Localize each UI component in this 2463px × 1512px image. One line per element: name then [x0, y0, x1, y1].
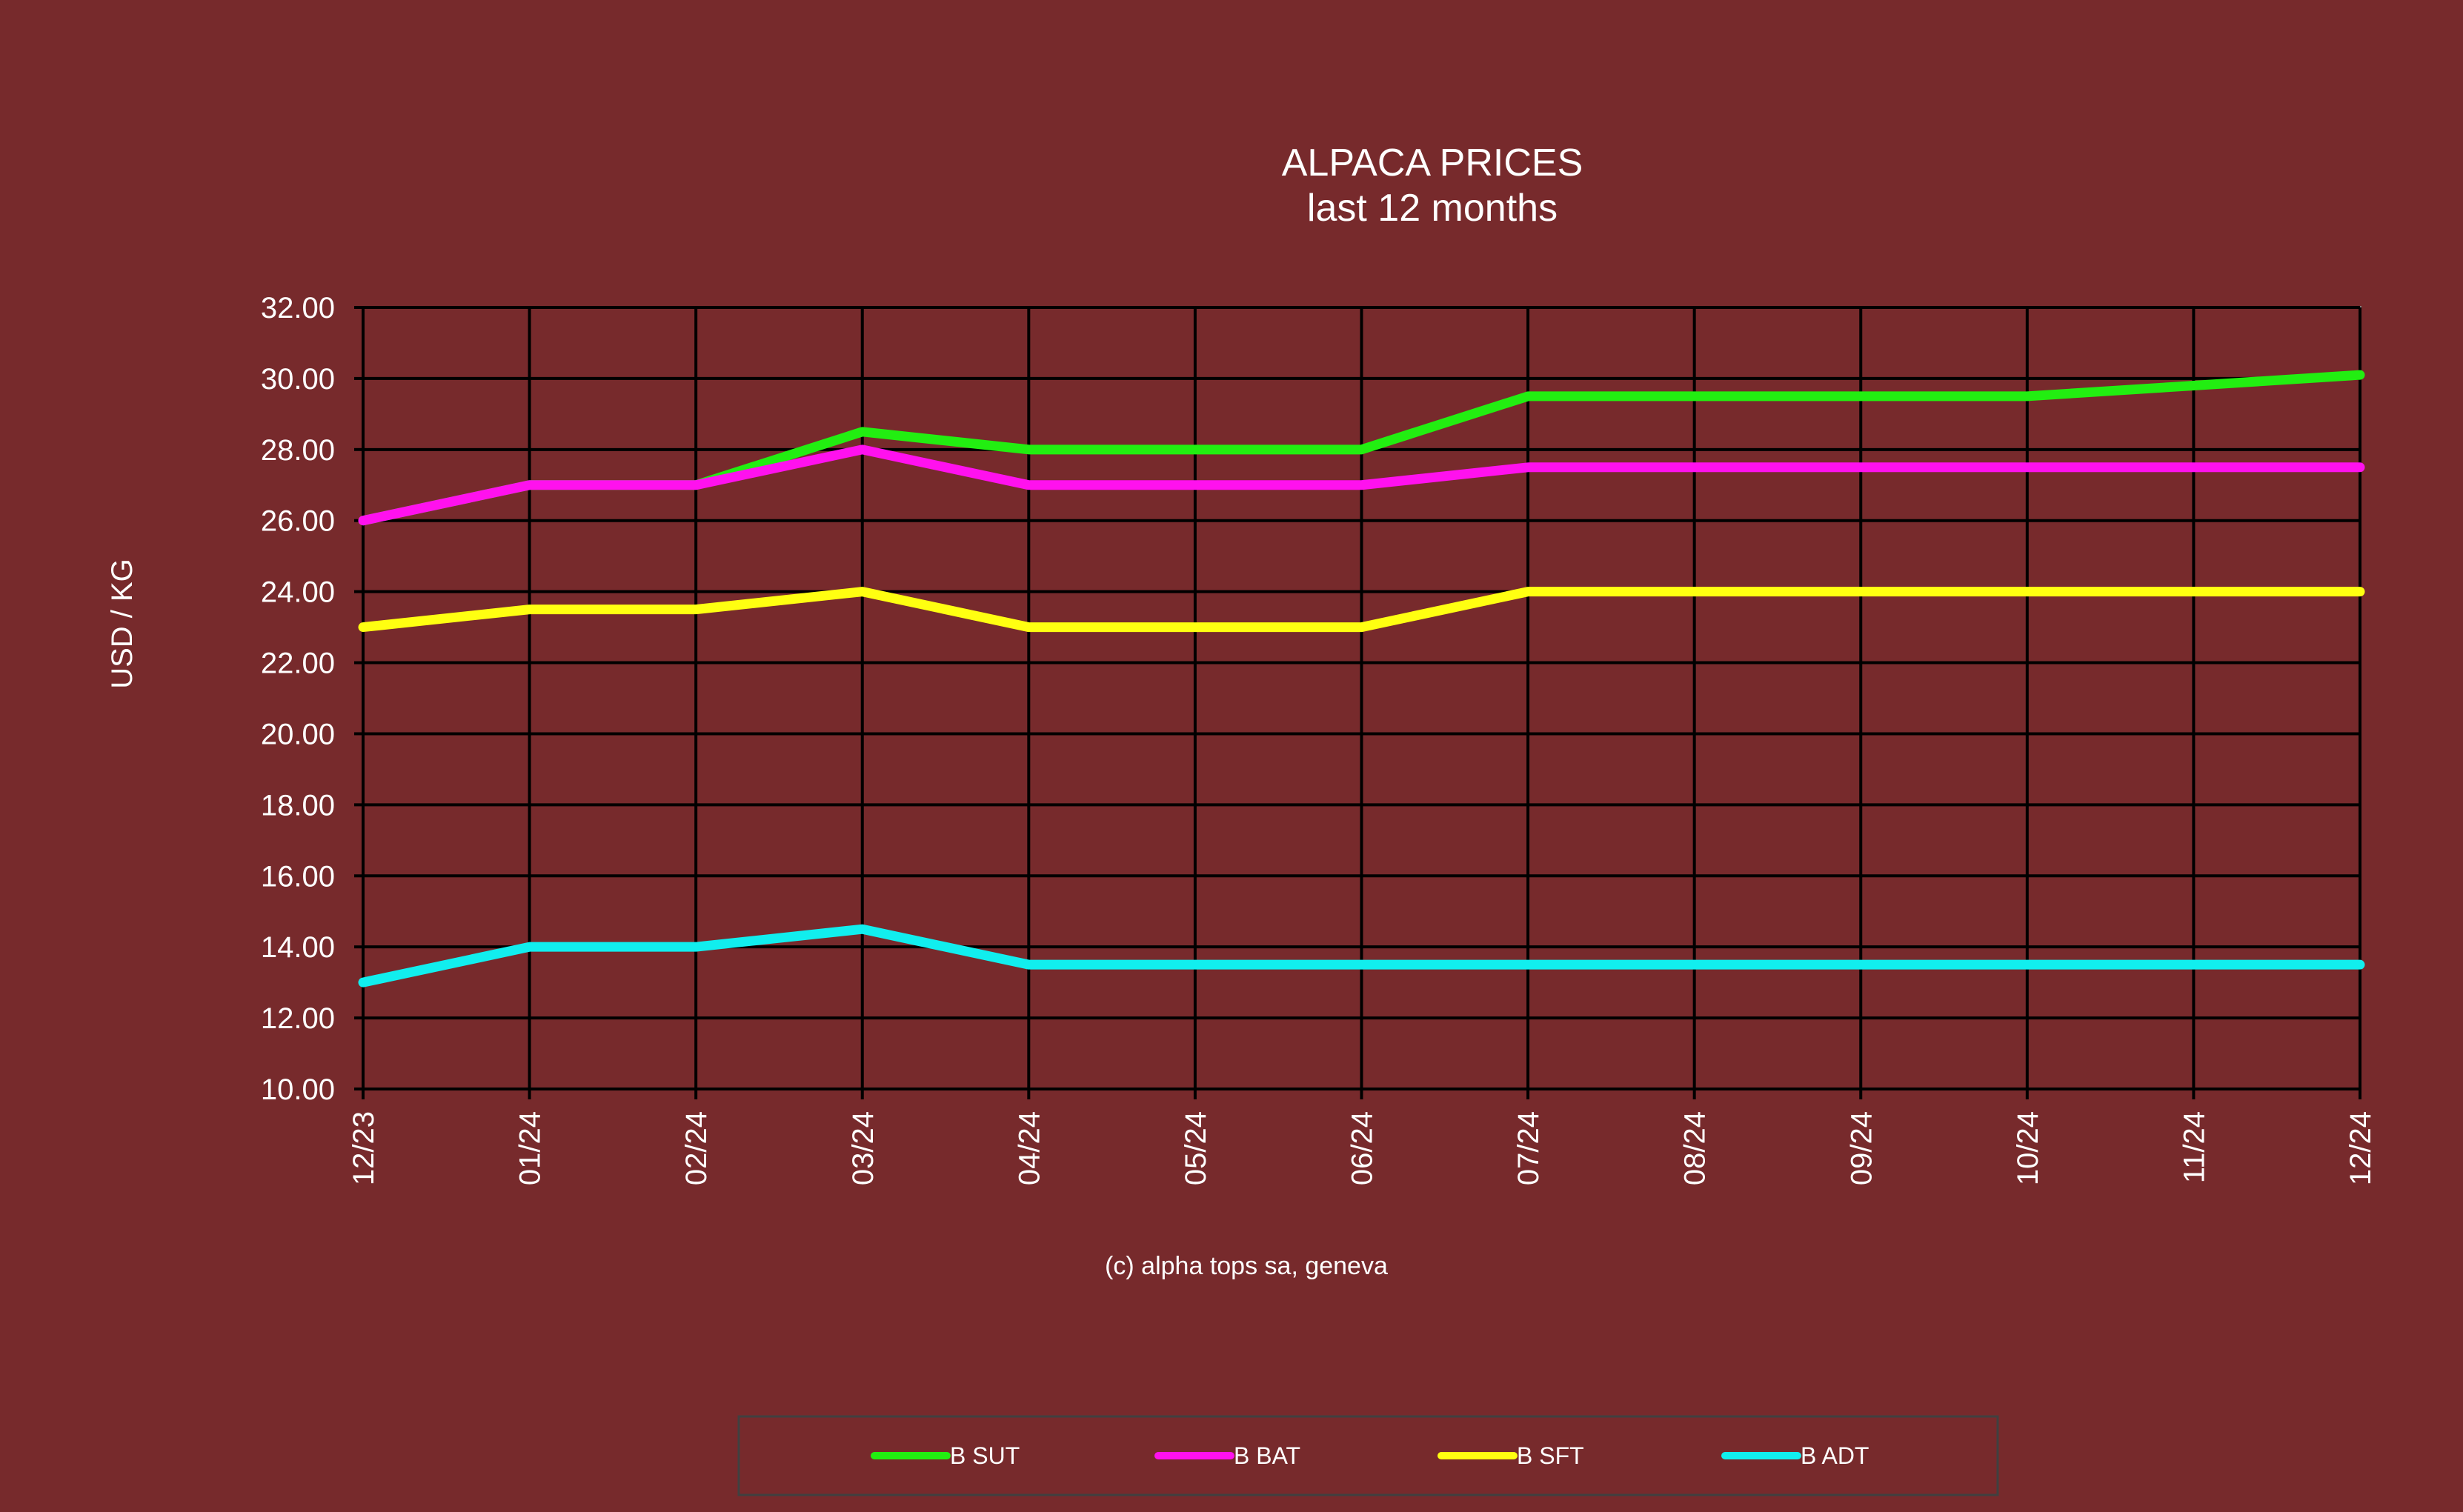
- x-tick-label: 01/24: [514, 1111, 547, 1185]
- y-tick-label: 12.00: [261, 1002, 335, 1035]
- y-tick-label: 32.00: [261, 292, 335, 324]
- x-tick-label: 11/24: [2178, 1111, 2210, 1183]
- x-tick-label: 12/23: [348, 1111, 380, 1185]
- legend: B SUT B BAT B SFT B ADT: [871, 1442, 1869, 1469]
- x-tick-label: 12/24: [2344, 1111, 2377, 1185]
- x-axis-ticks: 12/23 01/24 02/24 03/24 04/24 05/24 06/24 07/24…: [348, 1089, 2377, 1185]
- y-tick-label: 14.00: [261, 931, 335, 964]
- copyright-text: (c) alpha tops sa, geneva: [1105, 1252, 1388, 1280]
- chart-title: ALPACA PRICES: [1282, 141, 1583, 184]
- y-axis-label: USD / KG: [106, 559, 139, 689]
- legend-box: [737, 1415, 1999, 1496]
- y-axis-ticks: 10.00 12.00 14.00 16.00 18.00 20.00 22.00 24.00…: [261, 292, 363, 1106]
- x-tick-label: 04/24: [1013, 1111, 1046, 1185]
- legend-label: B BAT: [1234, 1442, 1300, 1469]
- y-tick-label: 20.00: [261, 718, 335, 750]
- series-line-b-sft: [358, 587, 2365, 633]
- series-lines: [358, 370, 2365, 988]
- x-tick-label: 03/24: [847, 1111, 880, 1185]
- y-tick-label: 10.00: [261, 1073, 335, 1106]
- x-tick-label: 06/24: [1346, 1111, 1379, 1185]
- legend-label: B SFT: [1517, 1442, 1584, 1469]
- y-tick-label: 30.00: [261, 363, 335, 396]
- y-tick-label: 22.00: [261, 647, 335, 680]
- series-line-b-adt: [358, 924, 2365, 988]
- legend-label: B SUT: [950, 1442, 1020, 1469]
- y-tick-label: 18.00: [261, 789, 335, 822]
- x-tick-label: 10/24: [2012, 1111, 2044, 1185]
- y-tick-label: 28.00: [261, 434, 335, 467]
- x-tick-label: 09/24: [1845, 1111, 1878, 1185]
- chart-subtitle: last 12 months: [1307, 187, 1558, 230]
- y-tick-label: 26.00: [261, 505, 335, 538]
- legend-label: B ADT: [1801, 1442, 1869, 1469]
- x-tick-label: 05/24: [1180, 1111, 1212, 1185]
- x-tick-label: 02/24: [680, 1111, 713, 1185]
- y-tick-label: 24.00: [261, 576, 335, 609]
- x-tick-label: 08/24: [1679, 1111, 1712, 1185]
- y-tick-label: 16.00: [261, 860, 335, 893]
- x-tick-label: 07/24: [1512, 1111, 1545, 1185]
- series-line-b-bat: [358, 444, 2365, 526]
